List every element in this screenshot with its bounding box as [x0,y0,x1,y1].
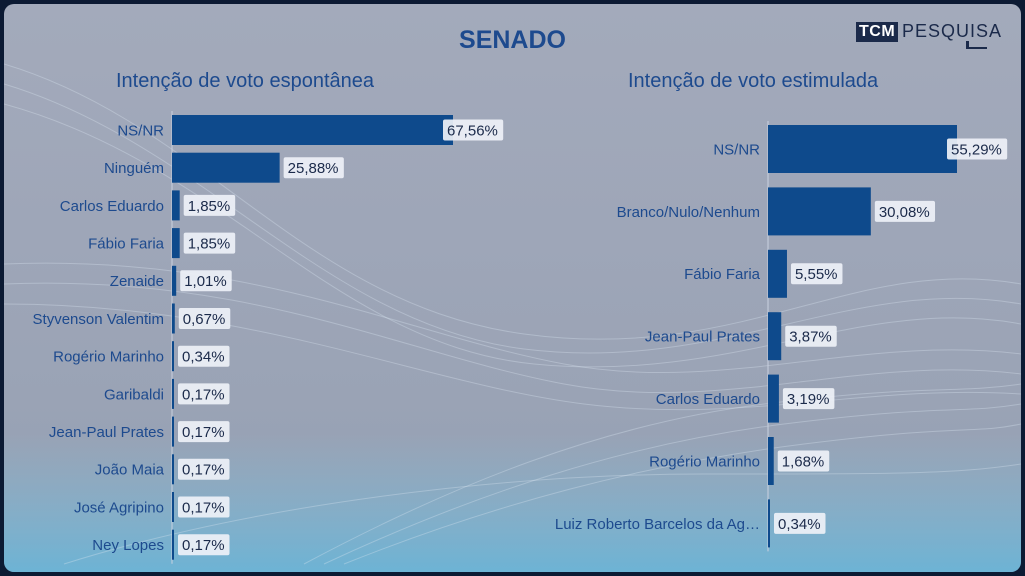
stimulated-bar [768,249,787,298]
spontaneous-category-label: João Maia [95,462,165,479]
logo-tcm: TCM [856,22,899,42]
stimulated-value-box [947,138,1008,160]
page-title: SENADO [459,26,566,54]
spontaneous-value-label: 67,56% [447,122,498,139]
spontaneous-value-label: 0,17% [182,462,225,479]
spontaneous-value-label: 0,17% [182,537,225,554]
logo-mark-icon [966,41,987,49]
spontaneous-bar-chart: NS/NR 67,56% Ninguém 25,88% Carlos Eduardo 1,… [33,111,504,564]
spontaneous-category-label: Garibaldi [104,386,164,403]
tcm-pesquisa-logo: TCM PESQUISA [856,20,1001,54]
stimulated-value-box [782,388,835,410]
spontaneous-bar [172,492,174,522]
spontaneous-bar [172,190,180,221]
spontaneous-category-label: Ney Lopes [92,537,164,554]
stimulated-category-label: NS/NR [713,141,760,158]
stimulated-bar [768,125,957,173]
spontaneous-bar [172,265,177,296]
stimulated-bar [768,374,779,423]
logo-pesquisa: PESQUISA [902,21,1003,41]
spontaneous-category-label: Ninguém [104,160,164,177]
spontaneous-value-box [178,421,230,443]
spontaneous-category-label: Fábio Faria [88,236,165,253]
stimulated-value-label: 3,19% [787,391,830,408]
stimulated-value-label: 30,08% [879,204,930,221]
spontaneous-category-label: Jean-Paul Prates [49,424,164,441]
stimulated-bar [768,187,871,236]
stimulated-value-label: 5,55% [795,266,838,283]
spontaneous-value-box [178,534,230,556]
spontaneous-value-label: 1,85% [188,236,231,253]
spontaneous-value-label: 0,17% [182,499,225,516]
spontaneous-category-label: Rogério Marinho [53,349,164,366]
spontaneous-value-box [178,496,230,518]
spontaneous-category-label: José Agripino [74,499,164,516]
stimulated-value-box [874,200,936,222]
spontaneous-bar [172,378,174,409]
spontaneous-category-label: NS/NR [117,122,164,139]
spontaneous-value-label: 1,85% [188,198,231,215]
spontaneous-chart-title: Intenção de voto espontânea [116,70,374,92]
spontaneous-value-label: 0,17% [182,386,225,403]
spontaneous-value-box [283,157,344,179]
stimulated-value-box [785,325,837,347]
spontaneous-value-box [178,345,230,367]
stimulated-value-box [774,512,826,534]
spontaneous-value-label: 25,88% [288,160,339,177]
stimulated-category-label: Fábio Faria [684,266,761,283]
stimulated-value-box [790,263,843,285]
spontaneous-value-label: 0,34% [182,349,225,366]
stimulated-category-label: Branco/Nulo/Nenhum [617,204,760,221]
stimulated-chart-title: Intenção de voto estimulada [628,70,879,92]
spontaneous-category-label: Carlos Eduardo [60,198,164,215]
spontaneous-bar [172,303,175,334]
stimulated-category-label: Luiz Roberto Barcelos da Ag… [555,516,760,533]
spontaneous-value-box [178,383,230,405]
spontaneous-value-box [183,232,236,254]
stimulated-value-label: 1,68% [782,453,825,470]
spontaneous-category-label: Styvenson Valentim [33,311,164,328]
spontaneous-value-label: 0,17% [182,424,225,441]
spontaneous-value-label: 0,67% [183,311,226,328]
spontaneous-value-label: 1,01% [184,273,227,290]
stimulated-value-label: 55,29% [951,141,1002,158]
stimulated-bar [768,437,774,485]
spontaneous-category-label: Zenaide [110,273,164,290]
stimulated-value-label: 0,34% [778,516,821,533]
stimulated-value-box [777,450,830,472]
stimulated-category-label: Jean-Paul Prates [645,329,760,346]
stimulated-category-label: Rogério Marinho [649,453,760,470]
stimulated-value-label: 3,87% [789,329,832,346]
spontaneous-bar [172,529,174,560]
spontaneous-bar [172,228,180,259]
spontaneous-value-box [183,194,236,216]
spontaneous-bar [172,454,174,485]
spontaneous-value-box [443,119,504,141]
spontaneous-bar [172,152,280,183]
spontaneous-bar [172,341,174,372]
chart-panel: SENADO TCM PESQUISA Intenção de voto esp… [4,4,1021,572]
spontaneous-bar [172,416,174,447]
spontaneous-value-box [178,308,231,329]
spontaneous-value-box [180,270,232,292]
stimulated-bar [768,312,782,361]
stimulated-bar-chart: NS/NR 55,29% Branco/Nulo/Nenhum 30,08% Fábio… [555,121,1008,552]
spontaneous-value-box [178,458,230,480]
stimulated-bar [768,499,770,548]
spontaneous-bar [172,115,453,145]
stimulated-category-label: Carlos Eduardo [656,391,760,408]
